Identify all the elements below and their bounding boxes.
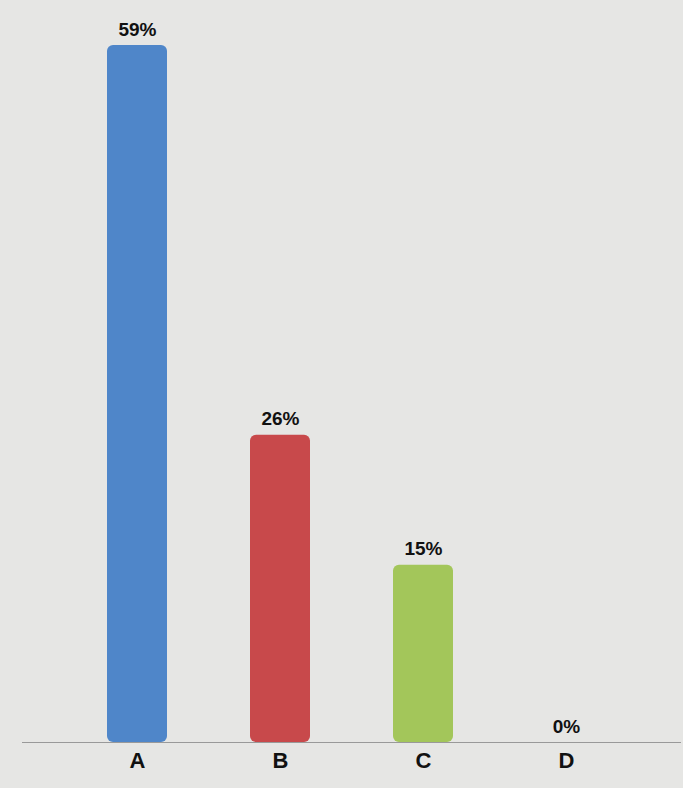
svg-text:A: A: [130, 748, 146, 773]
svg-text:C: C: [416, 748, 432, 773]
svg-text:0%: 0%: [553, 716, 581, 737]
svg-text:59%: 59%: [118, 19, 156, 40]
svg-text:26%: 26%: [261, 408, 299, 429]
svg-text:D: D: [559, 748, 575, 773]
svg-text:B: B: [273, 748, 289, 773]
svg-text:15%: 15%: [404, 538, 442, 559]
